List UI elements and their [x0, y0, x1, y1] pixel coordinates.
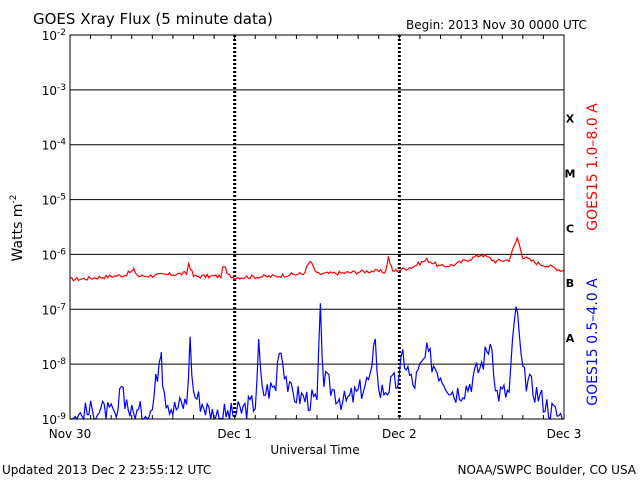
x-tick-label: Dec 1 [217, 427, 252, 441]
updated-timestamp: Updated 2013 Dec 2 23:55:12 UTC [2, 463, 211, 477]
x-tick-label: Nov 30 [49, 427, 92, 441]
y-tick-label: 10-7 [42, 302, 66, 317]
y-tick-label: 10-6 [42, 247, 67, 262]
series-layer [69, 236, 565, 421]
x-tick-label: Dec 2 [382, 427, 417, 441]
y-tick-mantissa: 10 [42, 84, 57, 98]
day-boundary-lines [233, 35, 401, 419]
y-tick-exponent: -3 [57, 83, 66, 93]
y-tick-label: 10-5 [42, 193, 66, 208]
plot-background [70, 35, 564, 419]
y-axis-label: Watts m-2 [9, 195, 26, 262]
chart-title: GOES Xray Flux (5 minute data) [33, 10, 273, 28]
flare-class-label: C [566, 222, 574, 235]
y-tick-labels: 10-210-310-410-510-610-710-810-9 [42, 28, 67, 427]
y-tick-exponent: -6 [57, 247, 66, 257]
y-tick-exponent: -2 [57, 28, 66, 38]
plot-area [69, 34, 565, 421]
y-axis-label-exponent: -2 [9, 195, 19, 204]
y-tick-mantissa: 10 [42, 29, 57, 43]
flare-class-label: A [566, 332, 575, 345]
y-tick-label: 10-4 [42, 138, 67, 153]
y-tick-mantissa: 10 [42, 194, 57, 208]
y-tick-label: 10-8 [42, 357, 67, 372]
flare-class-label: B [566, 277, 574, 290]
legend-goes15-short: GOES15 0.5–4.0 A [585, 278, 601, 406]
begin-label: Begin: 2013 Nov 30 0000 UTC [406, 18, 587, 32]
y-tick-label: 10-2 [42, 28, 66, 43]
series-line-1 [70, 303, 564, 421]
y-tick-mantissa: 10 [42, 413, 57, 427]
flare-class-label: M [565, 167, 576, 180]
y-tick-exponent: -5 [57, 193, 66, 203]
y-tick-exponent: -4 [57, 138, 66, 148]
y-tick-exponent: -7 [57, 302, 66, 312]
x-axis-label: Universal Time [270, 443, 359, 457]
series-line-0 [69, 236, 565, 282]
y-tick-exponent: -8 [57, 357, 66, 367]
flare-class-labels: X M C B A [565, 113, 576, 345]
y-tick-mantissa: 10 [42, 303, 57, 317]
credit-text: NOAA/SWPC Boulder, CO USA [458, 463, 637, 477]
y-tick-label: 10-3 [42, 83, 66, 98]
x-tick-labels: Nov 30 Dec 1 Dec 2 Dec 3 [49, 427, 582, 441]
y-tick-mantissa: 10 [42, 139, 57, 153]
y-tick-exponent: -9 [57, 412, 66, 422]
x-minor-ticks [90, 35, 544, 419]
y-tick-mantissa: 10 [42, 248, 57, 262]
legend-goes15-long: GOES15 1.0–8.0 A [585, 103, 601, 231]
x-tick-label: Dec 3 [547, 427, 582, 441]
y-axis-label-text: Watts m [10, 204, 26, 262]
flare-class-label: X [566, 113, 575, 126]
y-tick-mantissa: 10 [42, 358, 57, 372]
y-tick-label: 10-9 [42, 412, 67, 427]
